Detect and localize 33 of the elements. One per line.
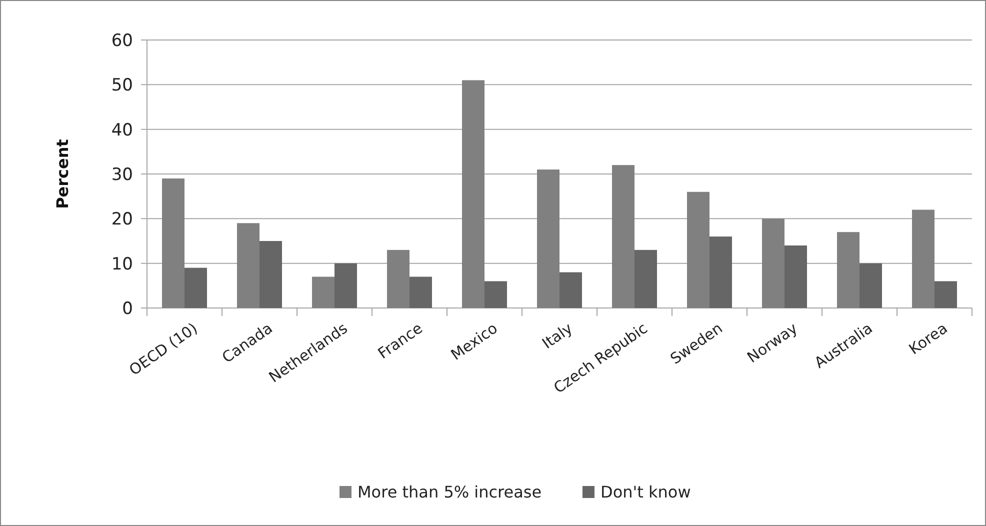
bar <box>184 268 207 308</box>
y-tick-label: 30 <box>111 164 133 185</box>
bar <box>260 241 282 308</box>
bar <box>162 178 184 308</box>
y-tick-label: 0 <box>122 298 133 319</box>
bar <box>934 281 957 308</box>
bar <box>462 80 484 308</box>
bar <box>784 245 807 308</box>
y-tick-label: 10 <box>111 254 133 274</box>
bar <box>237 223 260 308</box>
y-tick-label: 60 <box>111 30 133 51</box>
legend-label: More than 5% increase <box>358 482 542 502</box>
bar <box>762 218 784 308</box>
bar <box>860 263 882 308</box>
bar <box>484 281 507 308</box>
y-tick-label: 50 <box>111 76 133 96</box>
bar <box>710 236 732 308</box>
y-axis-title: Percent <box>53 138 72 209</box>
legend-label: Don't know <box>600 482 691 502</box>
bar <box>912 210 934 308</box>
x-tick-label: Italy <box>538 319 576 353</box>
bar <box>634 250 657 308</box>
bar <box>312 276 334 308</box>
bar <box>334 263 357 308</box>
bar <box>537 170 560 308</box>
bar <box>560 272 582 308</box>
y-tick-label: 40 <box>111 120 133 140</box>
bar <box>687 192 710 308</box>
bar <box>410 276 432 308</box>
bar <box>387 250 410 308</box>
y-tick-label: 20 <box>111 210 133 230</box>
bar <box>612 165 634 308</box>
bar <box>837 232 860 308</box>
